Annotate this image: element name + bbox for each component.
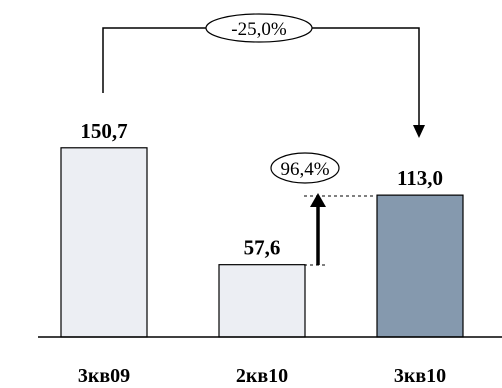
value-labels-group: 150,7 57,6 113,0 [80,119,443,260]
growth-pct-label: 96,4% [280,159,329,180]
category-label-2: 3кв10 [394,365,446,387]
value-label-2: 113,0 [397,166,443,190]
bar-2 [376,194,464,338]
growth-annotation: 96,4% [270,152,376,266]
growth-pct-oval [270,152,340,184]
bar-1 [218,264,306,338]
decline-pct-label: -25,0% [231,19,287,40]
category-labels-group: 3кв09 2кв10 3кв10 [78,365,446,387]
value-label-0: 150,7 [80,119,127,143]
bar-0 [60,147,148,338]
category-label-1: 2кв10 [236,365,288,387]
decline-pct-oval [205,13,313,43]
bars-group [60,147,464,338]
value-label-1: 57,6 [244,236,281,260]
growth-arrowhead [310,193,326,207]
decline-arrowhead [413,125,425,138]
category-label-0: 3кв09 [78,365,130,387]
decline-annotation: -25,0% [102,13,425,138]
